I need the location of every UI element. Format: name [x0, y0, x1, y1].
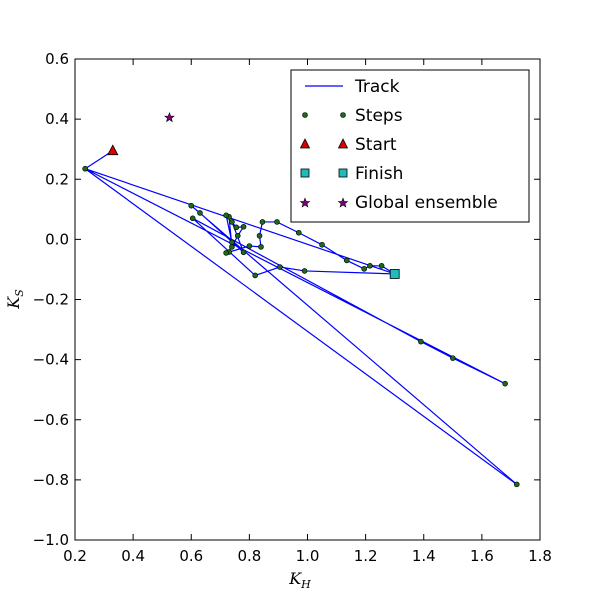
step-point: [277, 264, 283, 270]
step-point: [229, 219, 235, 225]
x-tick-label: 0.6: [179, 547, 203, 565]
step-point: [223, 250, 229, 256]
x-tick-label: 1.8: [528, 547, 552, 565]
step-point: [513, 481, 520, 488]
x-tick-label: 1.6: [470, 547, 494, 565]
step-point: [233, 224, 240, 231]
y-tick-label: −0.4: [33, 351, 69, 369]
x-tick-label: 1.2: [354, 547, 378, 565]
global-ensemble-marker: [164, 111, 175, 123]
step-point: [295, 229, 302, 236]
step-point: [319, 241, 325, 248]
x-axis-label-sub: H: [300, 578, 311, 591]
x-tick-label: 0.4: [121, 547, 145, 565]
legend-entry-steps: Steps: [302, 106, 403, 126]
finish-marker: [389, 269, 400, 279]
legend-entry-start: Start: [299, 135, 397, 155]
legend-label-start: Start: [355, 135, 397, 155]
step-point: [258, 244, 264, 250]
y-tick-label: −1.0: [33, 531, 69, 549]
step-point: [259, 219, 266, 225]
step-point: [367, 263, 373, 269]
y-tick-label: −0.8: [33, 471, 69, 489]
step-point: [234, 232, 241, 239]
y-tick-label: 0.0: [45, 230, 69, 248]
step-point: [256, 232, 263, 239]
y-axis-label: KS: [4, 289, 26, 310]
x-tick-label: 0.8: [237, 547, 261, 565]
step-point: [274, 219, 280, 225]
step-point: [246, 243, 253, 249]
step-point: [361, 266, 367, 272]
step-point: [188, 202, 195, 209]
y-tick-label: −0.6: [33, 411, 69, 429]
start-marker: [107, 144, 119, 156]
step-point: [378, 263, 385, 269]
legend-label-finish: Finish: [355, 164, 403, 184]
step-point: [189, 215, 196, 222]
legend-label-track: Track: [354, 77, 400, 97]
step-point: [502, 380, 508, 387]
legend-entry-global-ensemble: Global ensemble: [299, 193, 498, 213]
y-axis-label-sub: S: [13, 289, 26, 297]
x-axis-label: KH: [288, 569, 311, 591]
y-tick-label: 0.6: [45, 50, 69, 68]
step-point: [197, 210, 203, 216]
step-point: [82, 165, 88, 172]
legend-label-global-ensemble: Global ensemble: [355, 193, 498, 213]
step-point: [223, 212, 229, 219]
legend-label-steps: Steps: [355, 106, 403, 126]
legend-entry-finish: Finish: [300, 164, 403, 184]
step-point: [301, 268, 308, 274]
step-point: [343, 257, 350, 264]
y-tick-label: −0.2: [33, 291, 69, 309]
x-tick-label: 1.0: [296, 547, 320, 565]
step-point: [252, 272, 258, 279]
legend: Track Steps Start Finish Global ensemble: [290, 69, 530, 223]
step-point: [450, 355, 456, 361]
legend-entry-track: Track: [305, 77, 400, 97]
y-tick-label: 0.4: [45, 110, 69, 128]
step-point: [240, 249, 247, 256]
x-tick-label: 1.4: [412, 547, 436, 565]
step-point: [229, 239, 235, 246]
x-tick-label: 0.2: [63, 547, 87, 565]
step-point: [240, 223, 247, 230]
step-point: [418, 338, 424, 345]
legend-box: [290, 69, 530, 223]
y-tick-label: 0.2: [45, 170, 69, 188]
